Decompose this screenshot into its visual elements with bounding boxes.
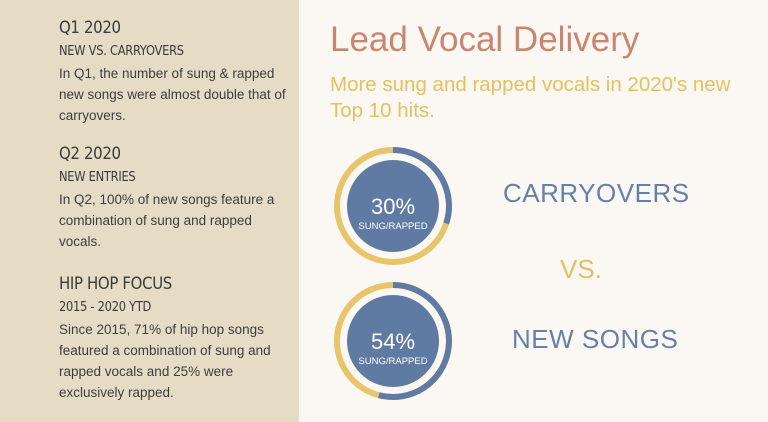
new-songs-donut: 54% SUNG/RAPPED: [334, 282, 452, 400]
section-body: In Q2, 100% of new songs feature a combi…: [59, 192, 275, 249]
donut-progress-arc: [334, 147, 452, 265]
section-q1-2020: Q1 2020 NEW VS. CARRYOVERS In Q1, the nu…: [59, 18, 289, 126]
page-subtitle: More sung and rapped vocals in 2020's ne…: [330, 73, 731, 122]
section-title: HIP HOP FOCUS: [59, 274, 172, 294]
section-body: Since 2015, 71% of hip hop songs feature…: [59, 322, 271, 400]
section-subtitle: NEW ENTRIES: [59, 170, 136, 185]
donut-progress-arc: [334, 282, 452, 400]
vs-label: VS.: [560, 254, 602, 284]
section-title: Q2 2020: [59, 144, 121, 164]
donut-percent: 30%: [371, 194, 415, 219]
section-q2-2020: Q2 2020 NEW ENTRIES In Q2, 100% of new s…: [59, 144, 289, 252]
carryovers-donut: 30% SUNG/RAPPED: [334, 147, 452, 265]
donut-center: [347, 295, 439, 387]
section-body: In Q1, the number of sung & rapped new s…: [59, 66, 286, 123]
section-subtitle: 2015 - 2020 YTD: [59, 300, 152, 315]
page-title: Lead Vocal Delivery: [330, 20, 640, 59]
donut-caption: SUNG/RAPPED: [358, 356, 427, 367]
donut-percent: 54%: [371, 329, 415, 354]
left-panel: Q1 2020 NEW VS. CARRYOVERS In Q1, the nu…: [0, 0, 299, 422]
donut-center: [347, 160, 439, 252]
section-subtitle: NEW VS. CARRYOVERS: [59, 44, 184, 59]
new-songs-label: NEW SONGS: [512, 324, 679, 354]
section-hip-hop-focus: HIP HOP FOCUS 2015 - 2020 YTD Since 2015…: [59, 274, 289, 403]
section-title: Q1 2020: [59, 18, 121, 38]
carryovers-label: CARRYOVERS: [503, 178, 690, 208]
donut-caption: SUNG/RAPPED: [358, 221, 427, 232]
